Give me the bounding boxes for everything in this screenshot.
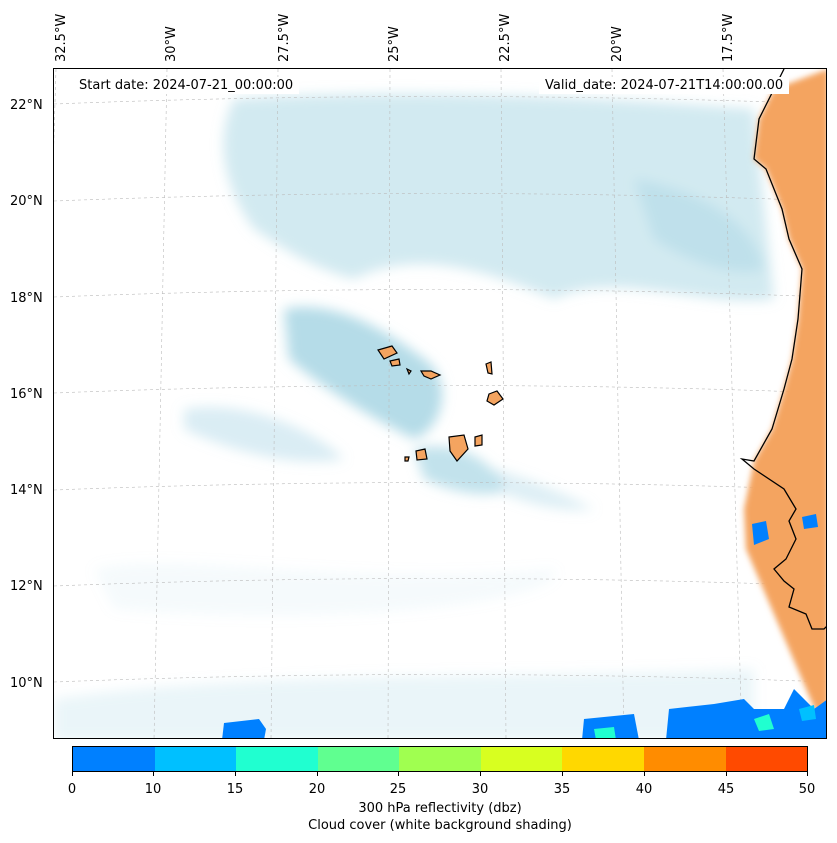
cb-tickmark — [562, 772, 563, 776]
cb-tickmark — [317, 772, 318, 776]
reflectivity-patches — [222, 514, 826, 738]
lat-label-14n: 14°N — [10, 483, 43, 498]
cb-tick-label: 25 — [389, 782, 407, 797]
lon-label-17-5w: 17.5°W — [721, 13, 736, 62]
lat-label-18n: 18°N — [10, 291, 43, 306]
map-canvas — [54, 69, 826, 738]
colorbar-segment — [725, 747, 808, 771]
lon-label-32-5w: 32.5°W — [54, 13, 69, 62]
cb-tickmark — [153, 772, 154, 776]
cb-tickmark — [235, 772, 236, 776]
colorbar-segment — [317, 747, 400, 771]
colorbar-segment — [73, 747, 155, 771]
colorbar-segment — [643, 747, 726, 771]
lat-label-10n: 10°N — [10, 676, 43, 691]
lon-label-20w: 20°W — [610, 26, 625, 62]
cb-tick-label: 30 — [471, 782, 489, 797]
cb-tickmark — [726, 772, 727, 776]
colorbar-segment — [399, 747, 481, 771]
lon-label-30w: 30°W — [164, 26, 179, 62]
colorbar-subtitle: Cloud cover (white background shading) — [308, 818, 572, 833]
start-date-label: Start date: 2024-07-21_00:00:00 — [73, 77, 300, 94]
colorbar-segment — [562, 747, 644, 771]
lat-label-12n: 12°N — [10, 579, 43, 594]
cb-tick-label: 0 — [67, 782, 77, 797]
colorbar-segment — [236, 747, 318, 771]
colorbar-title: 300 hPa reflectivity (dbz) — [358, 801, 522, 816]
valid-date-label: Valid_date: 2024-07-21T14:00:00.00 — [539, 77, 790, 94]
cb-tick-label: 50 — [798, 782, 816, 797]
cb-tickmark — [644, 772, 645, 776]
cb-tick-label: 10 — [144, 782, 162, 797]
cb-tick-label: 40 — [635, 782, 653, 797]
lat-label-16n: 16°N — [10, 387, 43, 402]
map-panel — [53, 68, 827, 739]
lat-label-22n: 22°N — [10, 98, 43, 113]
graticule — [54, 69, 826, 738]
cb-tick-label: 45 — [717, 782, 735, 797]
cb-tick-label: 35 — [553, 782, 571, 797]
reflectivity-colorbar — [72, 746, 808, 772]
cape-verde-islands — [377, 345, 504, 462]
cb-tickmark — [72, 772, 73, 776]
lon-label-27-5w: 27.5°W — [277, 13, 292, 62]
lon-label-25w: 25°W — [387, 26, 402, 62]
lon-label-22-5w: 22.5°W — [498, 13, 513, 62]
coastline — [739, 69, 826, 630]
cb-tick-label: 15 — [226, 782, 244, 797]
colorbar-segment — [154, 747, 237, 771]
africa-coast — [744, 69, 826, 736]
cb-tickmark — [480, 772, 481, 776]
cb-tickmark — [807, 772, 808, 776]
lat-label-20n: 20°N — [10, 194, 43, 209]
cb-tickmark — [398, 772, 399, 776]
cb-tick-label: 20 — [308, 782, 326, 797]
colorbar-segment — [480, 747, 563, 771]
cloud-cover-shading — [54, 93, 774, 738]
